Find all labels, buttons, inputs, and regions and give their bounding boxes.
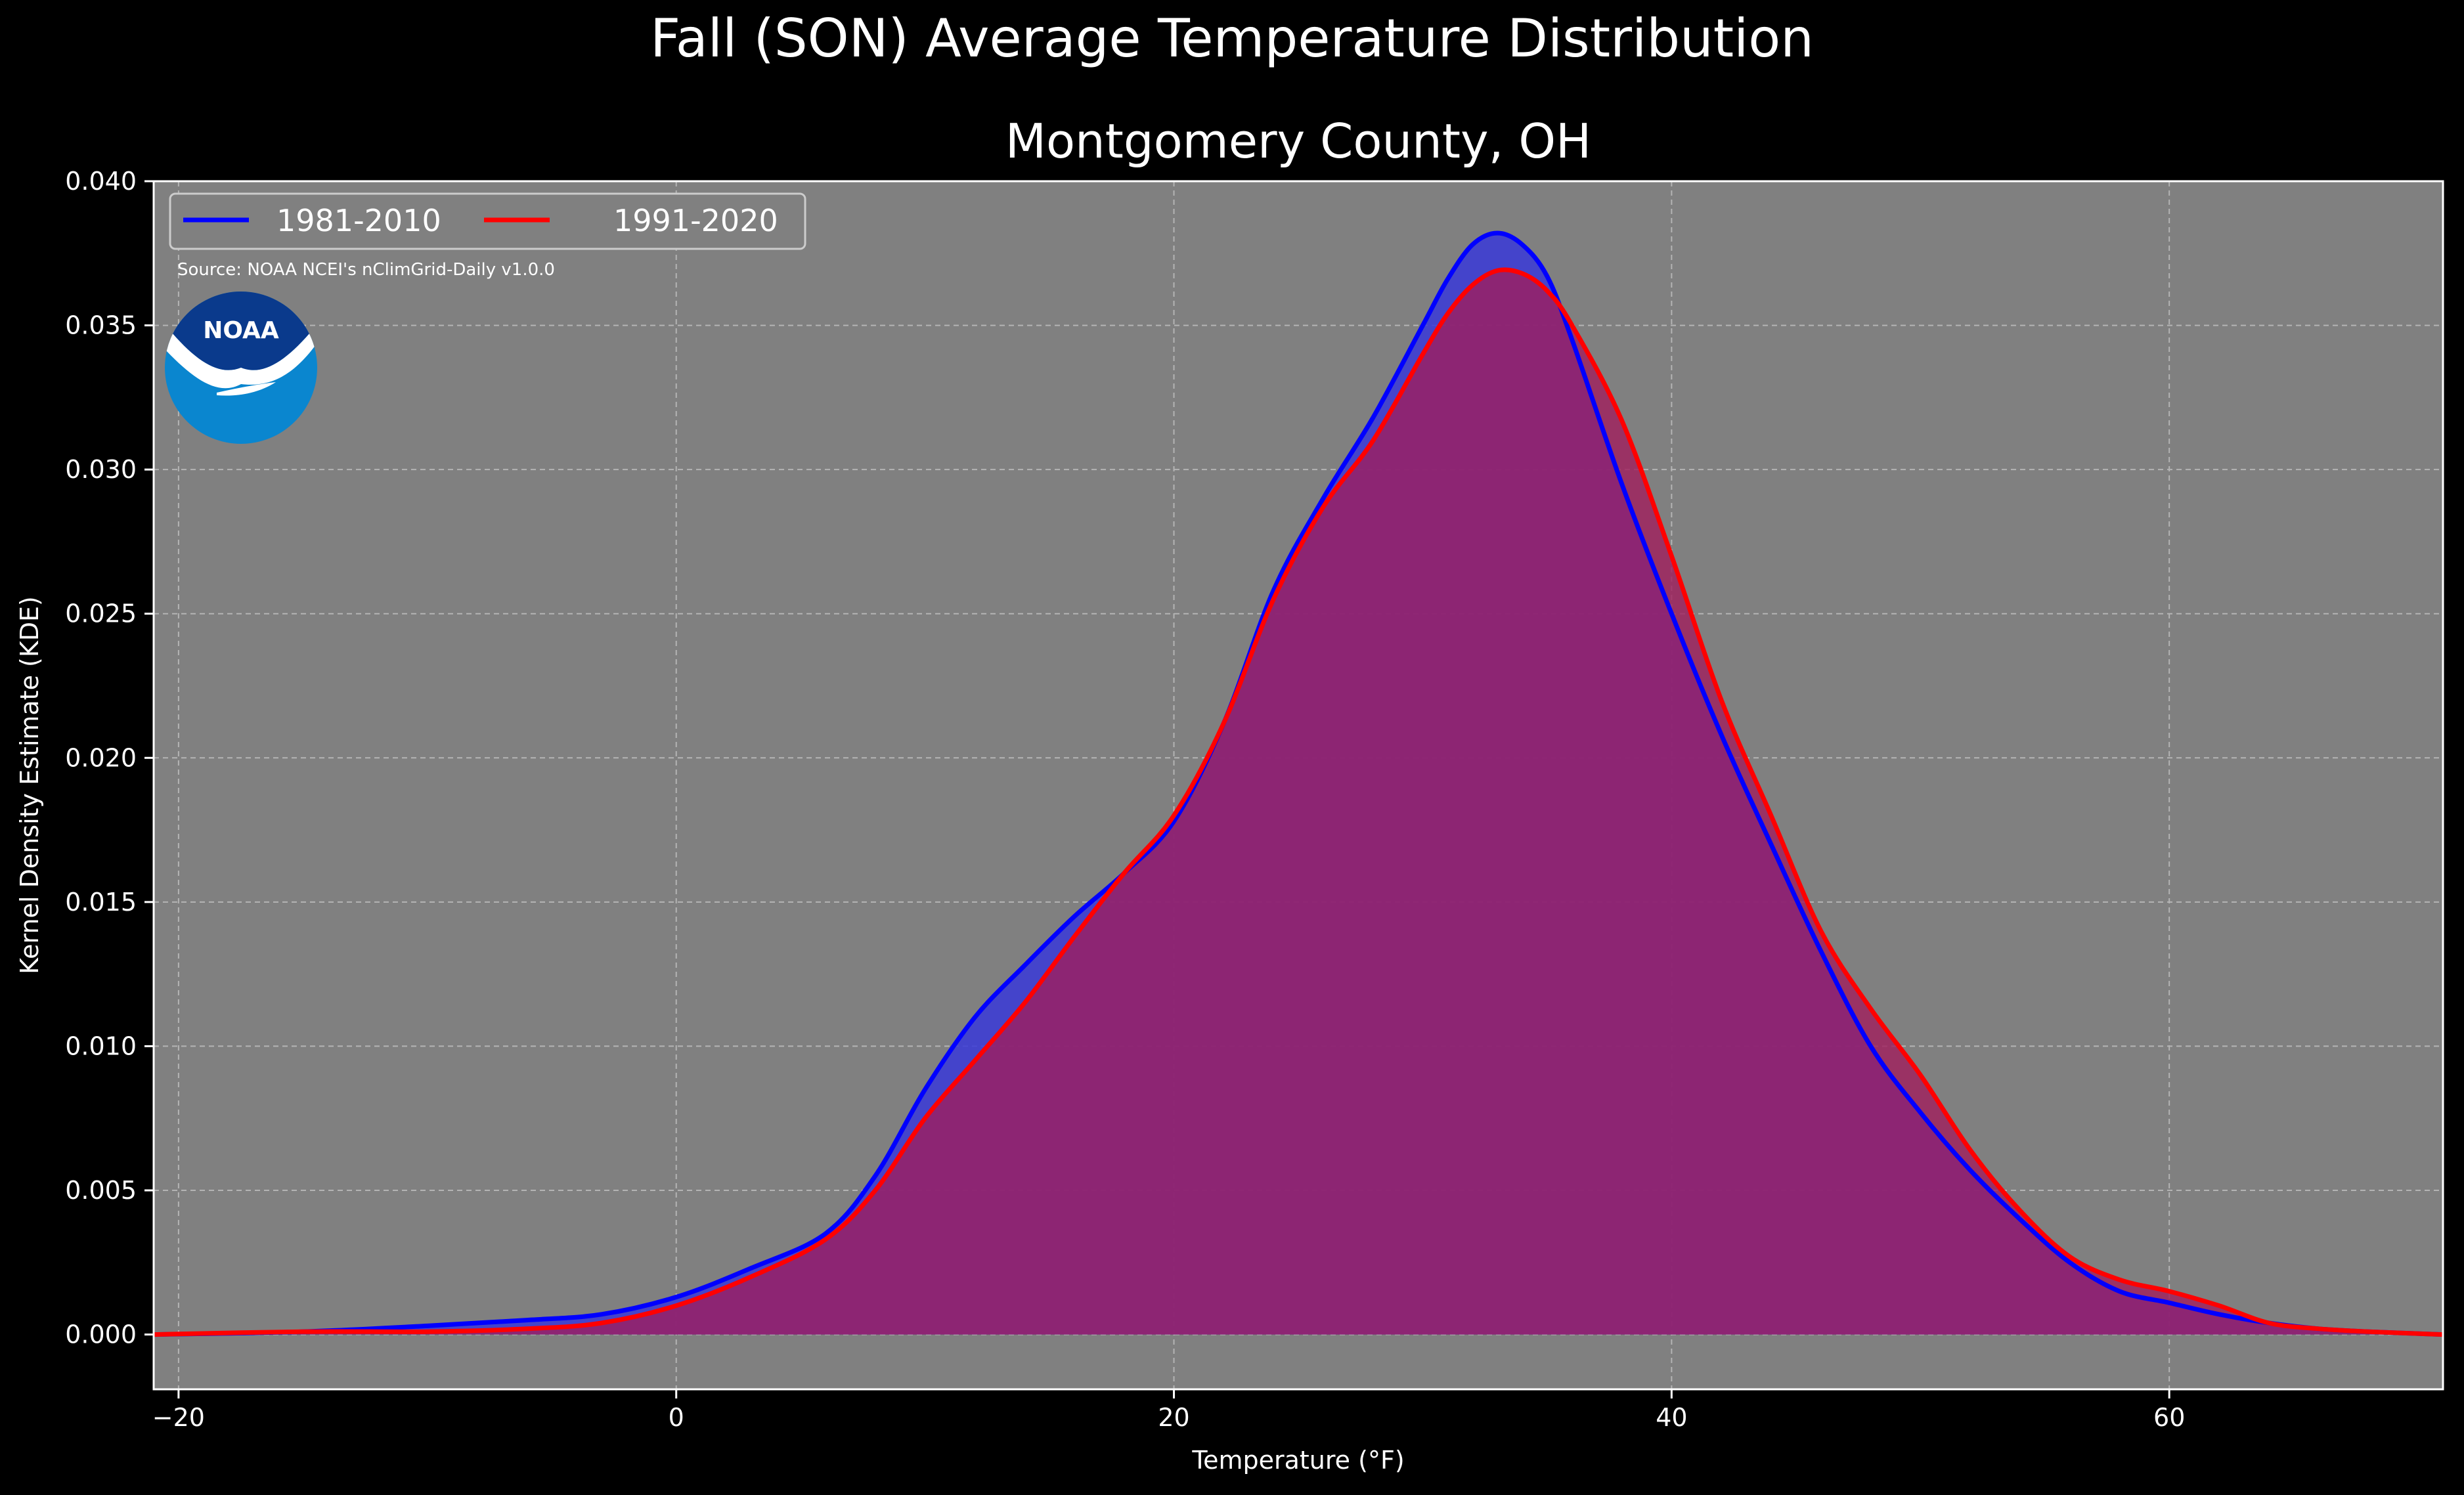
series-line-1991-2020 [153, 267, 2444, 1337]
noaa-logo-gull [165, 315, 317, 389]
x-tick-label: 40 [1656, 1403, 1687, 1432]
plot-border [152, 180, 2444, 1391]
x-tick-label: −20 [152, 1403, 205, 1432]
axis-ticks: −20 0 20 40 60 0.000 0.005 0.010 0.015 0.020 0.025… [65, 167, 2185, 1432]
y-tick-label: 0.000 [65, 1320, 137, 1349]
y-tick-label: 0.030 [65, 455, 137, 484]
y-tick-label: 0.035 [65, 311, 137, 340]
noaa-logo-dark [165, 292, 317, 370]
y-tick-label: 0.025 [65, 599, 137, 628]
y-axis-label: Kernel Density Estimate (KDE) [15, 596, 44, 974]
y-tick-label: 0.010 [65, 1031, 137, 1060]
x-tick-label: 20 [1158, 1403, 1189, 1432]
y-tick-label: 0.040 [65, 167, 137, 196]
legend-label-1981-2010: 1981-2010 [276, 203, 441, 238]
legend: 1981-2010 1991-2020 [169, 192, 806, 250]
figure-suptitle: Fall (SON) Average Temperature Distribut… [650, 8, 1814, 69]
series-fill-1991-2020 [154, 269, 2443, 1335]
series-layer [153, 230, 2444, 1337]
x-tick-label: 0 [669, 1403, 684, 1432]
x-axis-label: Temperature (°F) [1191, 1446, 1404, 1475]
noaa-logo-gull-tail [217, 382, 276, 396]
source-note: Source: NOAA NCEI's nClimGrid-Daily v1.0… [177, 260, 555, 280]
noaa-logo-text: NOAA [203, 317, 279, 344]
y-tick-label: 0.005 [65, 1176, 137, 1205]
x-tick-label: 60 [2153, 1403, 2185, 1432]
noaa-logo: NOAA [165, 292, 317, 444]
y-tick-label: 0.020 [65, 743, 137, 772]
legend-label-1991-2020: 1991-2020 [613, 203, 778, 238]
y-tick-label: 0.015 [65, 888, 137, 917]
axes-title: Montgomery County, OH [1005, 114, 1591, 169]
series-line-1981-2010 [153, 230, 2444, 1337]
